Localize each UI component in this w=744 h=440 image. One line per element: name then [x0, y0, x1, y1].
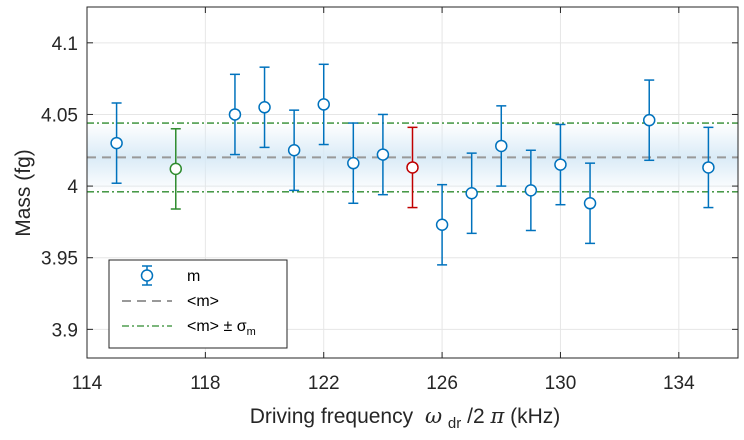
- y-tick-label-4.05: 4.05: [41, 105, 78, 126]
- data-point-119: [228, 73, 242, 156]
- plot-frame: [86, 6, 739, 359]
- x-axis-label-pi: π: [489, 404, 505, 428]
- data-point-133: [642, 79, 656, 162]
- legend-label-band: <m> ± σm: [187, 318, 256, 338]
- point-marker: [317, 98, 330, 111]
- point-marker: [495, 139, 508, 153]
- x-tick-label-126: 126: [426, 373, 458, 394]
- point-marker: [524, 184, 538, 197]
- y-tick-label-4.1: 4.1: [52, 34, 78, 55]
- data-point-120: [258, 66, 271, 149]
- x-axis-label-units: (kHz): [510, 405, 560, 428]
- point-marker: [465, 186, 478, 200]
- point-marker: [258, 101, 271, 114]
- x-tick-label-114: 114: [72, 373, 103, 394]
- data-point-129: [524, 149, 538, 232]
- axis-ticks: 114 118 122 126 130 134 3.9 3.95 4 4.05 4.1: [41, 7, 738, 394]
- x-tick-label-130: 130: [545, 373, 577, 394]
- data-point-121: [287, 109, 301, 192]
- data-point-126: [435, 183, 449, 266]
- point-marker: [376, 148, 390, 161]
- data-points: [110, 63, 715, 266]
- point-marker: [702, 161, 715, 174]
- point-marker: [169, 162, 183, 176]
- legend-box: [108, 259, 288, 349]
- point-marker: [554, 158, 567, 171]
- x-axis-label-prefix: Driving frequency: [250, 405, 414, 428]
- data-point-123: [347, 122, 360, 205]
- legend-label-mean: <m>: [187, 293, 219, 310]
- legend-marker-m: [140, 265, 154, 286]
- y-axis-label: Mass (fg): [12, 149, 35, 237]
- data-point-117: [169, 128, 183, 210]
- point-marker: [642, 113, 656, 127]
- legend-label-m: m: [187, 268, 200, 285]
- point-marker: [435, 218, 449, 232]
- legend-label-band-sub: m: [247, 326, 256, 338]
- data-point-128: [495, 105, 508, 187]
- y-tick-label-3.9: 3.9: [52, 320, 78, 341]
- x-tick-label-118: 118: [190, 373, 220, 394]
- data-point-135: [702, 126, 715, 209]
- y-tick-label-3.95: 3.95: [41, 249, 78, 270]
- x-tick-label-134: 134: [663, 373, 695, 394]
- data-point-130: [554, 123, 567, 206]
- x-axis-label-omega: ω: [425, 404, 442, 428]
- x-axis-label: Driving frequency ω dr /2 π (kHz): [250, 404, 561, 433]
- point-marker: [110, 136, 123, 150]
- point-marker: [347, 156, 360, 170]
- x-axis-label-sub: dr: [448, 415, 461, 432]
- data-point-122: [317, 63, 330, 146]
- x-tick-label-122: 122: [308, 373, 340, 394]
- legend: m <m> <m> ± σm: [108, 259, 288, 349]
- data-point-131: [583, 162, 597, 245]
- data-point-127: [465, 152, 478, 235]
- data-point-125: [406, 126, 419, 209]
- point-marker: [406, 161, 419, 174]
- point-marker: [228, 108, 242, 121]
- data-point-115: [110, 102, 123, 184]
- legend-label-band-main: <m> ± σ: [187, 318, 247, 335]
- point-marker: [583, 197, 597, 210]
- data-point-124: [376, 113, 390, 196]
- y-tick-label-4: 4: [67, 177, 78, 198]
- point-marker: [287, 144, 301, 157]
- x-axis-label-suffix: /2: [467, 405, 485, 428]
